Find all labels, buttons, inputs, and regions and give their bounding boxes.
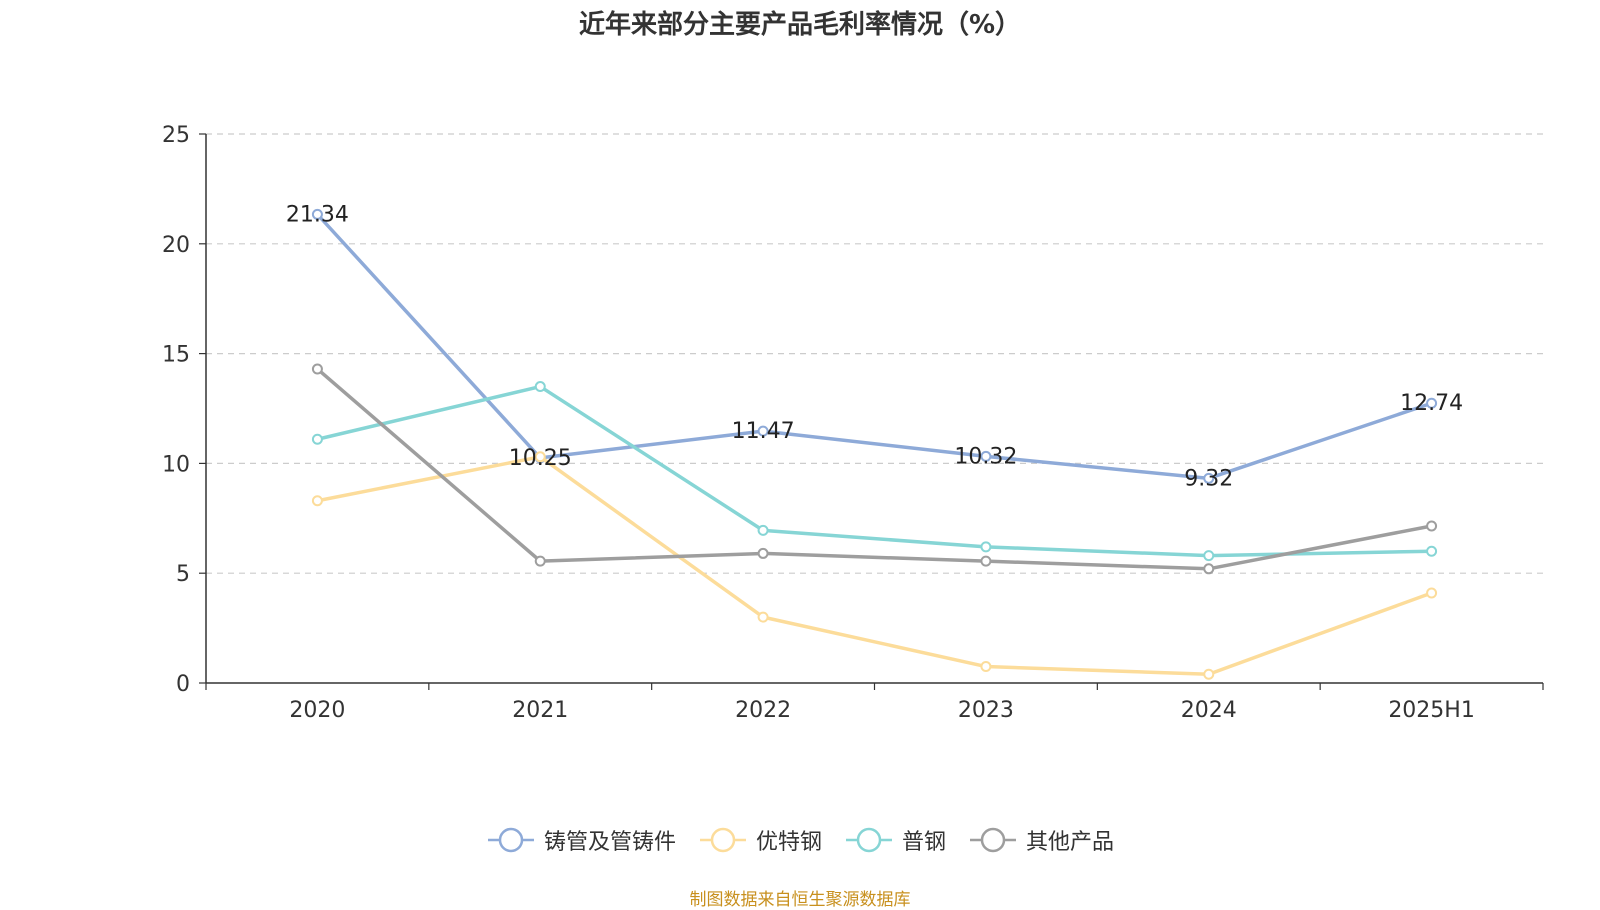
data-point [311, 433, 323, 445]
x-tick-label: 2024 [1181, 698, 1237, 723]
chart-title: 近年来部分主要产品毛利率情况（%） [578, 10, 1022, 40]
x-tick-label: 2023 [958, 698, 1014, 723]
y-tick-label: 20 [162, 233, 190, 258]
data-point [757, 425, 769, 437]
legend-circle [856, 827, 882, 853]
data-point [534, 381, 546, 393]
x-tick-label: 2021 [512, 698, 568, 723]
y-tick-label: 10 [162, 452, 190, 477]
data-point [980, 661, 992, 673]
legend-label: 铸管及管铸件 [543, 830, 676, 855]
legend-item[interactable]: 铸管及管铸件 [486, 824, 676, 856]
data-label: 9.32 [1184, 466, 1233, 491]
data-label: 11.47 [732, 419, 795, 444]
data-label: 10.25 [509, 446, 572, 471]
data-point [1426, 520, 1438, 532]
source-note: 制图数据来自恒生聚源数据库 [689, 890, 911, 910]
data-label: 12.74 [1400, 391, 1463, 416]
data-point [1203, 472, 1215, 484]
legend-label: 优特钢 [755, 830, 822, 855]
data-point [980, 450, 992, 462]
data-point [1426, 545, 1438, 557]
y-tick-label: 15 [162, 343, 190, 368]
data-point [980, 541, 992, 553]
y-tick-label: 5 [176, 562, 190, 587]
grid-lines [206, 133, 1543, 574]
legend-marker-icon [487, 827, 534, 853]
series-lines [311, 208, 1438, 680]
series-line [316, 213, 1433, 481]
data-point [1203, 563, 1215, 575]
legend-label: 其他产品 [1026, 830, 1115, 855]
legend-item[interactable]: 优特钢 [698, 824, 822, 856]
legend-item[interactable]: 普钢 [844, 824, 946, 856]
axes: 0 5 10 15 20 25 2020 2021 2022 2023 2024 2025H1 [162, 123, 1544, 723]
data-labels: 21.34 10.25 11.47 10.32 9.32 12.74 [286, 202, 1463, 491]
data-point [1203, 550, 1215, 562]
data-point [1426, 397, 1438, 409]
series-line [317, 455, 1433, 676]
legend: 铸管及管铸件 优特钢 普钢 其他产品 [0, 824, 1600, 856]
data-label: 21.34 [286, 202, 349, 227]
data-point [757, 547, 769, 559]
x-tick-label: 2025H1 [1388, 698, 1475, 723]
data-point [757, 611, 769, 623]
legend-marker-icon [699, 827, 746, 853]
legend-circle [980, 827, 1006, 853]
legend-circle [498, 827, 524, 853]
data-point [980, 555, 992, 567]
data-point [1203, 668, 1215, 680]
legend-item[interactable]: 其他产品 [968, 824, 1114, 856]
series-line [317, 384, 1432, 558]
data-point [534, 555, 546, 567]
x-tick-label: 2020 [289, 698, 345, 723]
legend-label: 普钢 [902, 830, 947, 855]
data-point [757, 524, 769, 536]
legend-marker-icon [970, 827, 1017, 853]
data-label: 10.32 [954, 444, 1017, 469]
y-tick-label: 0 [176, 672, 190, 697]
legend-circle [710, 827, 736, 853]
data-point [1426, 587, 1438, 599]
data-point [534, 451, 546, 463]
data-point [311, 363, 323, 375]
legend-marker-icon [846, 827, 892, 853]
y-tick-label: 25 [162, 123, 190, 148]
data-point [311, 208, 323, 220]
x-tick-label: 2022 [735, 698, 791, 723]
data-point [311, 495, 323, 507]
series-line [316, 367, 1432, 571]
